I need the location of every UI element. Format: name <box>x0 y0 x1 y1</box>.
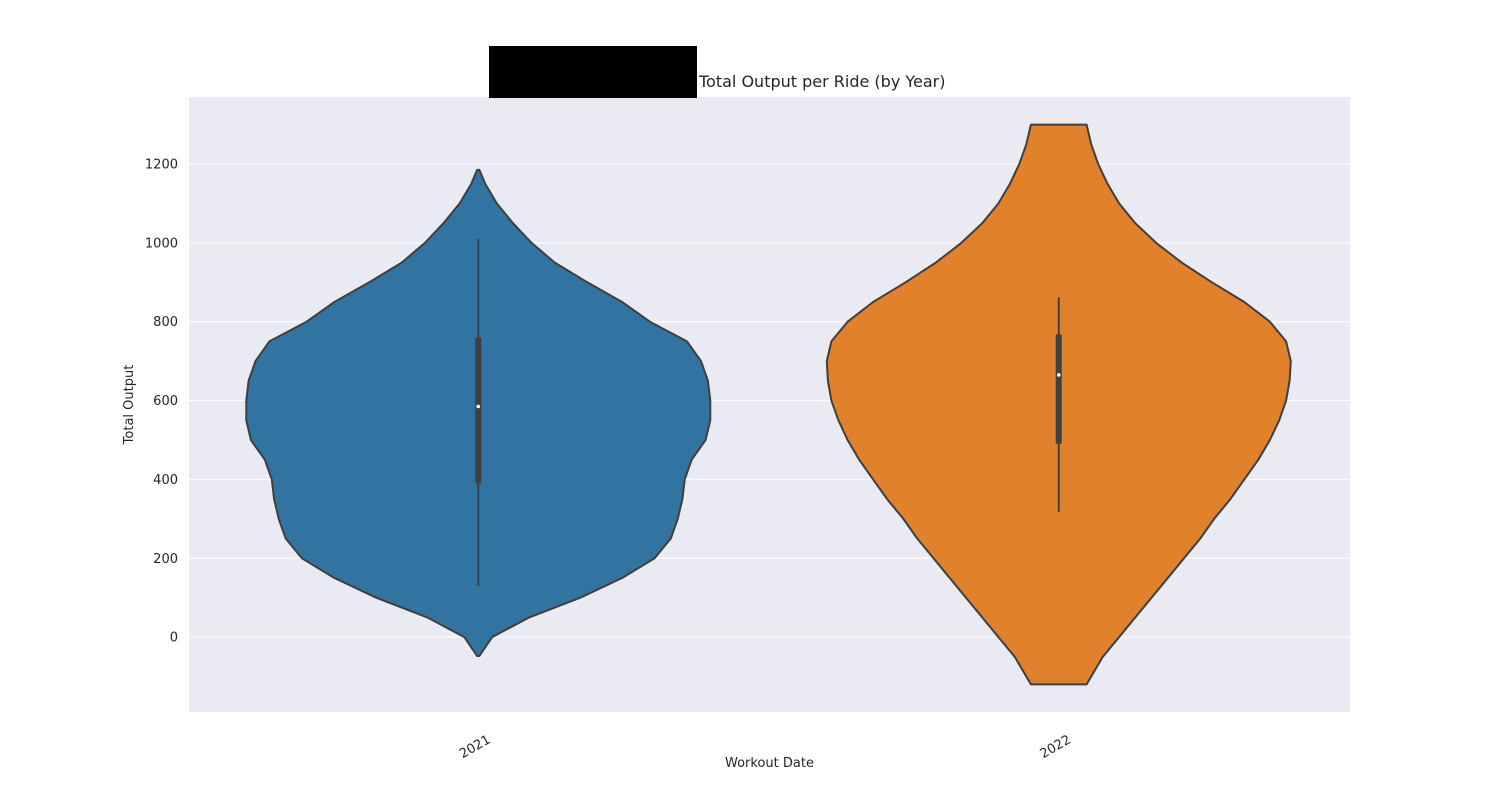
y-tick-label: 400 <box>153 473 178 488</box>
iqr-box-2022 <box>1055 334 1062 444</box>
median-point-2021 <box>476 404 481 409</box>
y-axis-label: Total Output <box>122 365 137 446</box>
median-point-2022 <box>1056 373 1061 377</box>
y-tick-label: 200 <box>153 552 178 567</box>
x-axis-label: Workout Date <box>725 756 814 771</box>
y-axis-ticks: 0 200 400 600 800 1000 1200 <box>145 158 178 646</box>
violins <box>245 123 1292 686</box>
y-tick-label: 1000 <box>145 236 178 251</box>
redaction-box <box>489 46 697 98</box>
y-tick-label: 600 <box>153 394 178 409</box>
chart-title: Total Output per Ride (by Year) <box>698 72 946 91</box>
x-tick-label: 2021 <box>457 732 493 762</box>
y-tick-label: 1200 <box>145 158 178 173</box>
y-tick-label: 0 <box>170 631 178 646</box>
iqr-box-2021 <box>475 337 482 484</box>
x-tick-label: 2022 <box>1038 732 1074 762</box>
y-tick-label: 800 <box>153 315 178 330</box>
